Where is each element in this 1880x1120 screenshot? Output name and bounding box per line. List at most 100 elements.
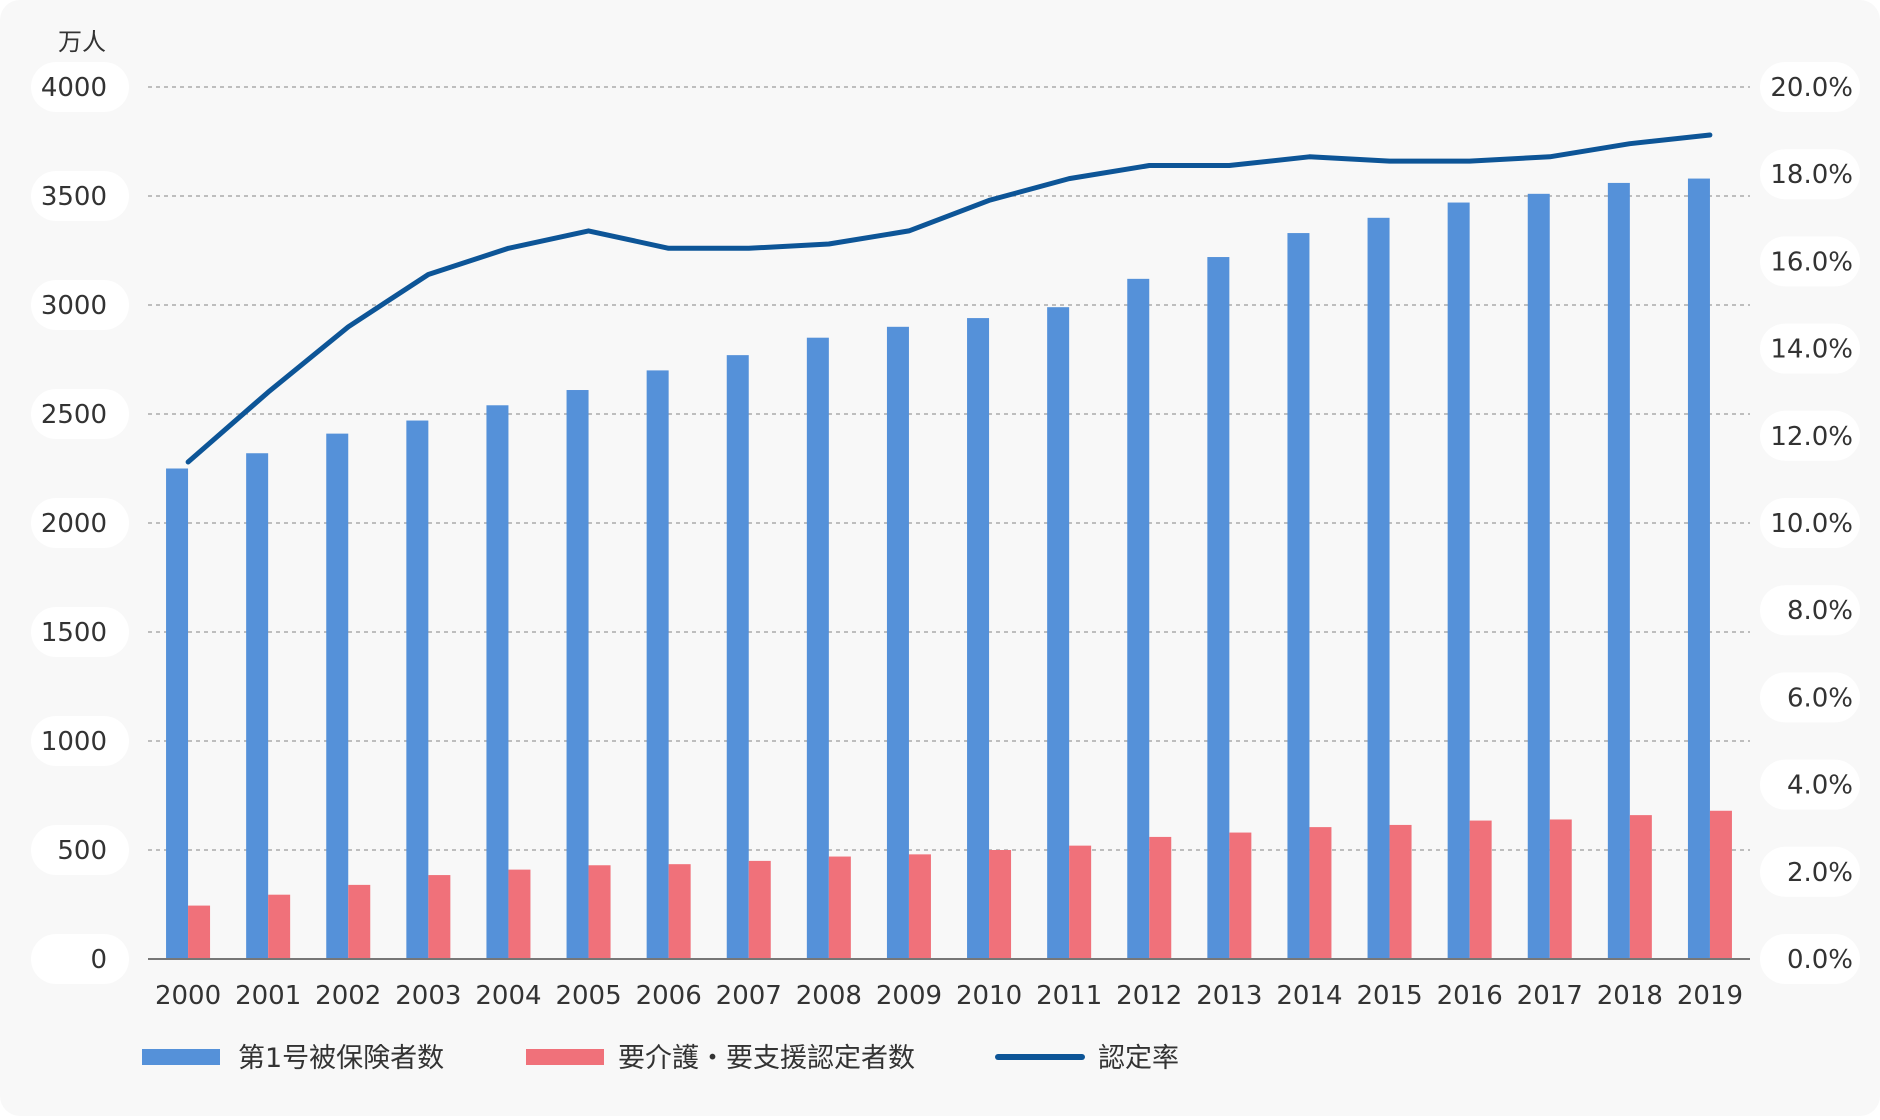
- bar-certified: [989, 850, 1012, 959]
- right-tick-label: 16.0%: [1770, 247, 1853, 277]
- right-axis-ticks: 0.0% 2.0% 4.0% 6.0% 8.0% 10.0% 12.0% 14.0% 16.0%…: [1760, 62, 1860, 984]
- left-tick-pill: [31, 498, 129, 548]
- bar-certified: [1629, 815, 1652, 959]
- legend-label-rate: 認定率: [1098, 1043, 1179, 1074]
- bars-layer: [166, 178, 1732, 960]
- bar-insured: [1607, 182, 1630, 960]
- bar-insured: [1207, 257, 1230, 959]
- bar-certified: [828, 856, 851, 959]
- x-tick-label: 2010: [956, 981, 1022, 1011]
- bar-certified: [588, 865, 611, 959]
- left-tick-pill: [31, 716, 129, 766]
- x-tick-label: 2007: [716, 981, 782, 1011]
- right-tick-pill: [1760, 323, 1860, 374]
- left-tick-pill: [31, 62, 129, 112]
- right-tick-label: 6.0%: [1787, 683, 1853, 713]
- left-tick-label: 3500: [41, 182, 107, 212]
- x-tick-label: 2008: [796, 981, 862, 1011]
- right-tick-label: 14.0%: [1770, 335, 1853, 365]
- x-tick-label: 2005: [555, 981, 621, 1011]
- left-tick-pill: [31, 389, 129, 439]
- left-tick-label: 2000: [41, 509, 107, 539]
- x-tick-label: 2006: [636, 981, 702, 1011]
- bar-certified: [348, 884, 371, 959]
- legend: 第1号被保険者数 要介護・要支援認定者数 認定率: [142, 1043, 1179, 1074]
- bar-certified: [1709, 810, 1732, 959]
- bar-insured: [1367, 217, 1390, 960]
- right-tick-pill: [1760, 672, 1860, 723]
- x-tick-label: 2013: [1196, 981, 1262, 1011]
- x-tick-label: 2011: [1036, 981, 1102, 1011]
- line-certification-rate: [185, 132, 1713, 465]
- left-tick-label: 500: [57, 836, 107, 866]
- right-tick-pill: [1760, 410, 1860, 461]
- x-tick-label: 2001: [235, 981, 301, 1011]
- legend-swatch-certified: [526, 1049, 604, 1065]
- x-tick-label: 2012: [1116, 981, 1182, 1011]
- x-tick-label: 2004: [475, 981, 541, 1011]
- right-tick-label: 4.0%: [1787, 771, 1853, 801]
- legend-label-certified: 要介護・要支援認定者数: [618, 1043, 915, 1074]
- bar-certified: [268, 894, 291, 959]
- right-tick-pill: [1760, 236, 1860, 287]
- x-tick-label: 2015: [1356, 981, 1422, 1011]
- left-tick-label: 1000: [41, 727, 107, 757]
- left-tick-pill: [31, 825, 129, 875]
- bar-certified: [748, 860, 771, 959]
- x-tick-label: 2000: [155, 981, 221, 1011]
- x-tick-label: 2014: [1276, 981, 1342, 1011]
- right-tick-pill: [1760, 498, 1860, 548]
- bar-certified: [1149, 836, 1172, 959]
- bar-insured: [246, 453, 269, 959]
- legend-swatch-insured: [142, 1049, 220, 1065]
- bar-insured: [726, 355, 749, 959]
- line-layer: [185, 132, 1713, 465]
- bar-insured: [886, 326, 909, 959]
- right-tick-pill: [1760, 62, 1860, 112]
- bar-insured: [806, 337, 829, 959]
- x-tick-label: 2016: [1437, 981, 1503, 1011]
- right-tick-label: 2.0%: [1787, 858, 1853, 888]
- left-tick-label: 0: [90, 945, 107, 975]
- x-tick-label: 2018: [1597, 981, 1663, 1011]
- left-tick-label: 1500: [41, 618, 107, 648]
- bar-insured: [1127, 278, 1150, 960]
- bar-certified: [188, 905, 211, 959]
- bar-insured: [967, 318, 990, 960]
- y-unit-label: 万人: [58, 28, 106, 56]
- right-tick-pill: [1760, 934, 1860, 984]
- right-tick-label: 0.0%: [1787, 945, 1853, 975]
- left-tick-pill: [31, 607, 129, 657]
- left-tick-pill: [31, 280, 129, 330]
- bar-certified: [668, 864, 691, 959]
- bar-insured: [1287, 233, 1310, 959]
- right-tick-pill: [1760, 149, 1860, 200]
- x-tick-label: 2009: [876, 981, 942, 1011]
- grid-layer: [148, 86, 1750, 851]
- right-tick-label: 12.0%: [1770, 422, 1853, 452]
- left-tick-pill: [31, 934, 129, 984]
- right-tick-label: 20.0%: [1770, 73, 1853, 103]
- x-tick-label: 2019: [1677, 981, 1743, 1011]
- bar-insured: [566, 390, 589, 959]
- left-tick-pill: [31, 171, 129, 221]
- x-tick-label: 2002: [315, 981, 381, 1011]
- bar-insured: [1527, 193, 1550, 959]
- right-tick-pill: [1760, 846, 1860, 897]
- bar-insured: [646, 370, 669, 959]
- bar-certified: [1389, 824, 1412, 959]
- bar-certified: [428, 875, 451, 959]
- right-tick-label: 8.0%: [1787, 596, 1853, 626]
- left-tick-label: 3000: [41, 291, 107, 321]
- left-tick-label: 2500: [41, 400, 107, 430]
- x-tick-label: 2003: [395, 981, 461, 1011]
- left-tick-label: 4000: [41, 73, 107, 103]
- bar-certified: [1069, 845, 1092, 959]
- x-axis-ticks: 2000 2001 2002 2003 2004 2005 2006 2007 2008 2009…: [155, 981, 1743, 1011]
- x-tick-label: 2017: [1517, 981, 1583, 1011]
- bar-certified: [908, 854, 931, 959]
- bar-certified: [1229, 832, 1252, 959]
- left-axis-ticks: 0 500 1000 1500 2000 2500 3000 3500 4000: [31, 62, 129, 984]
